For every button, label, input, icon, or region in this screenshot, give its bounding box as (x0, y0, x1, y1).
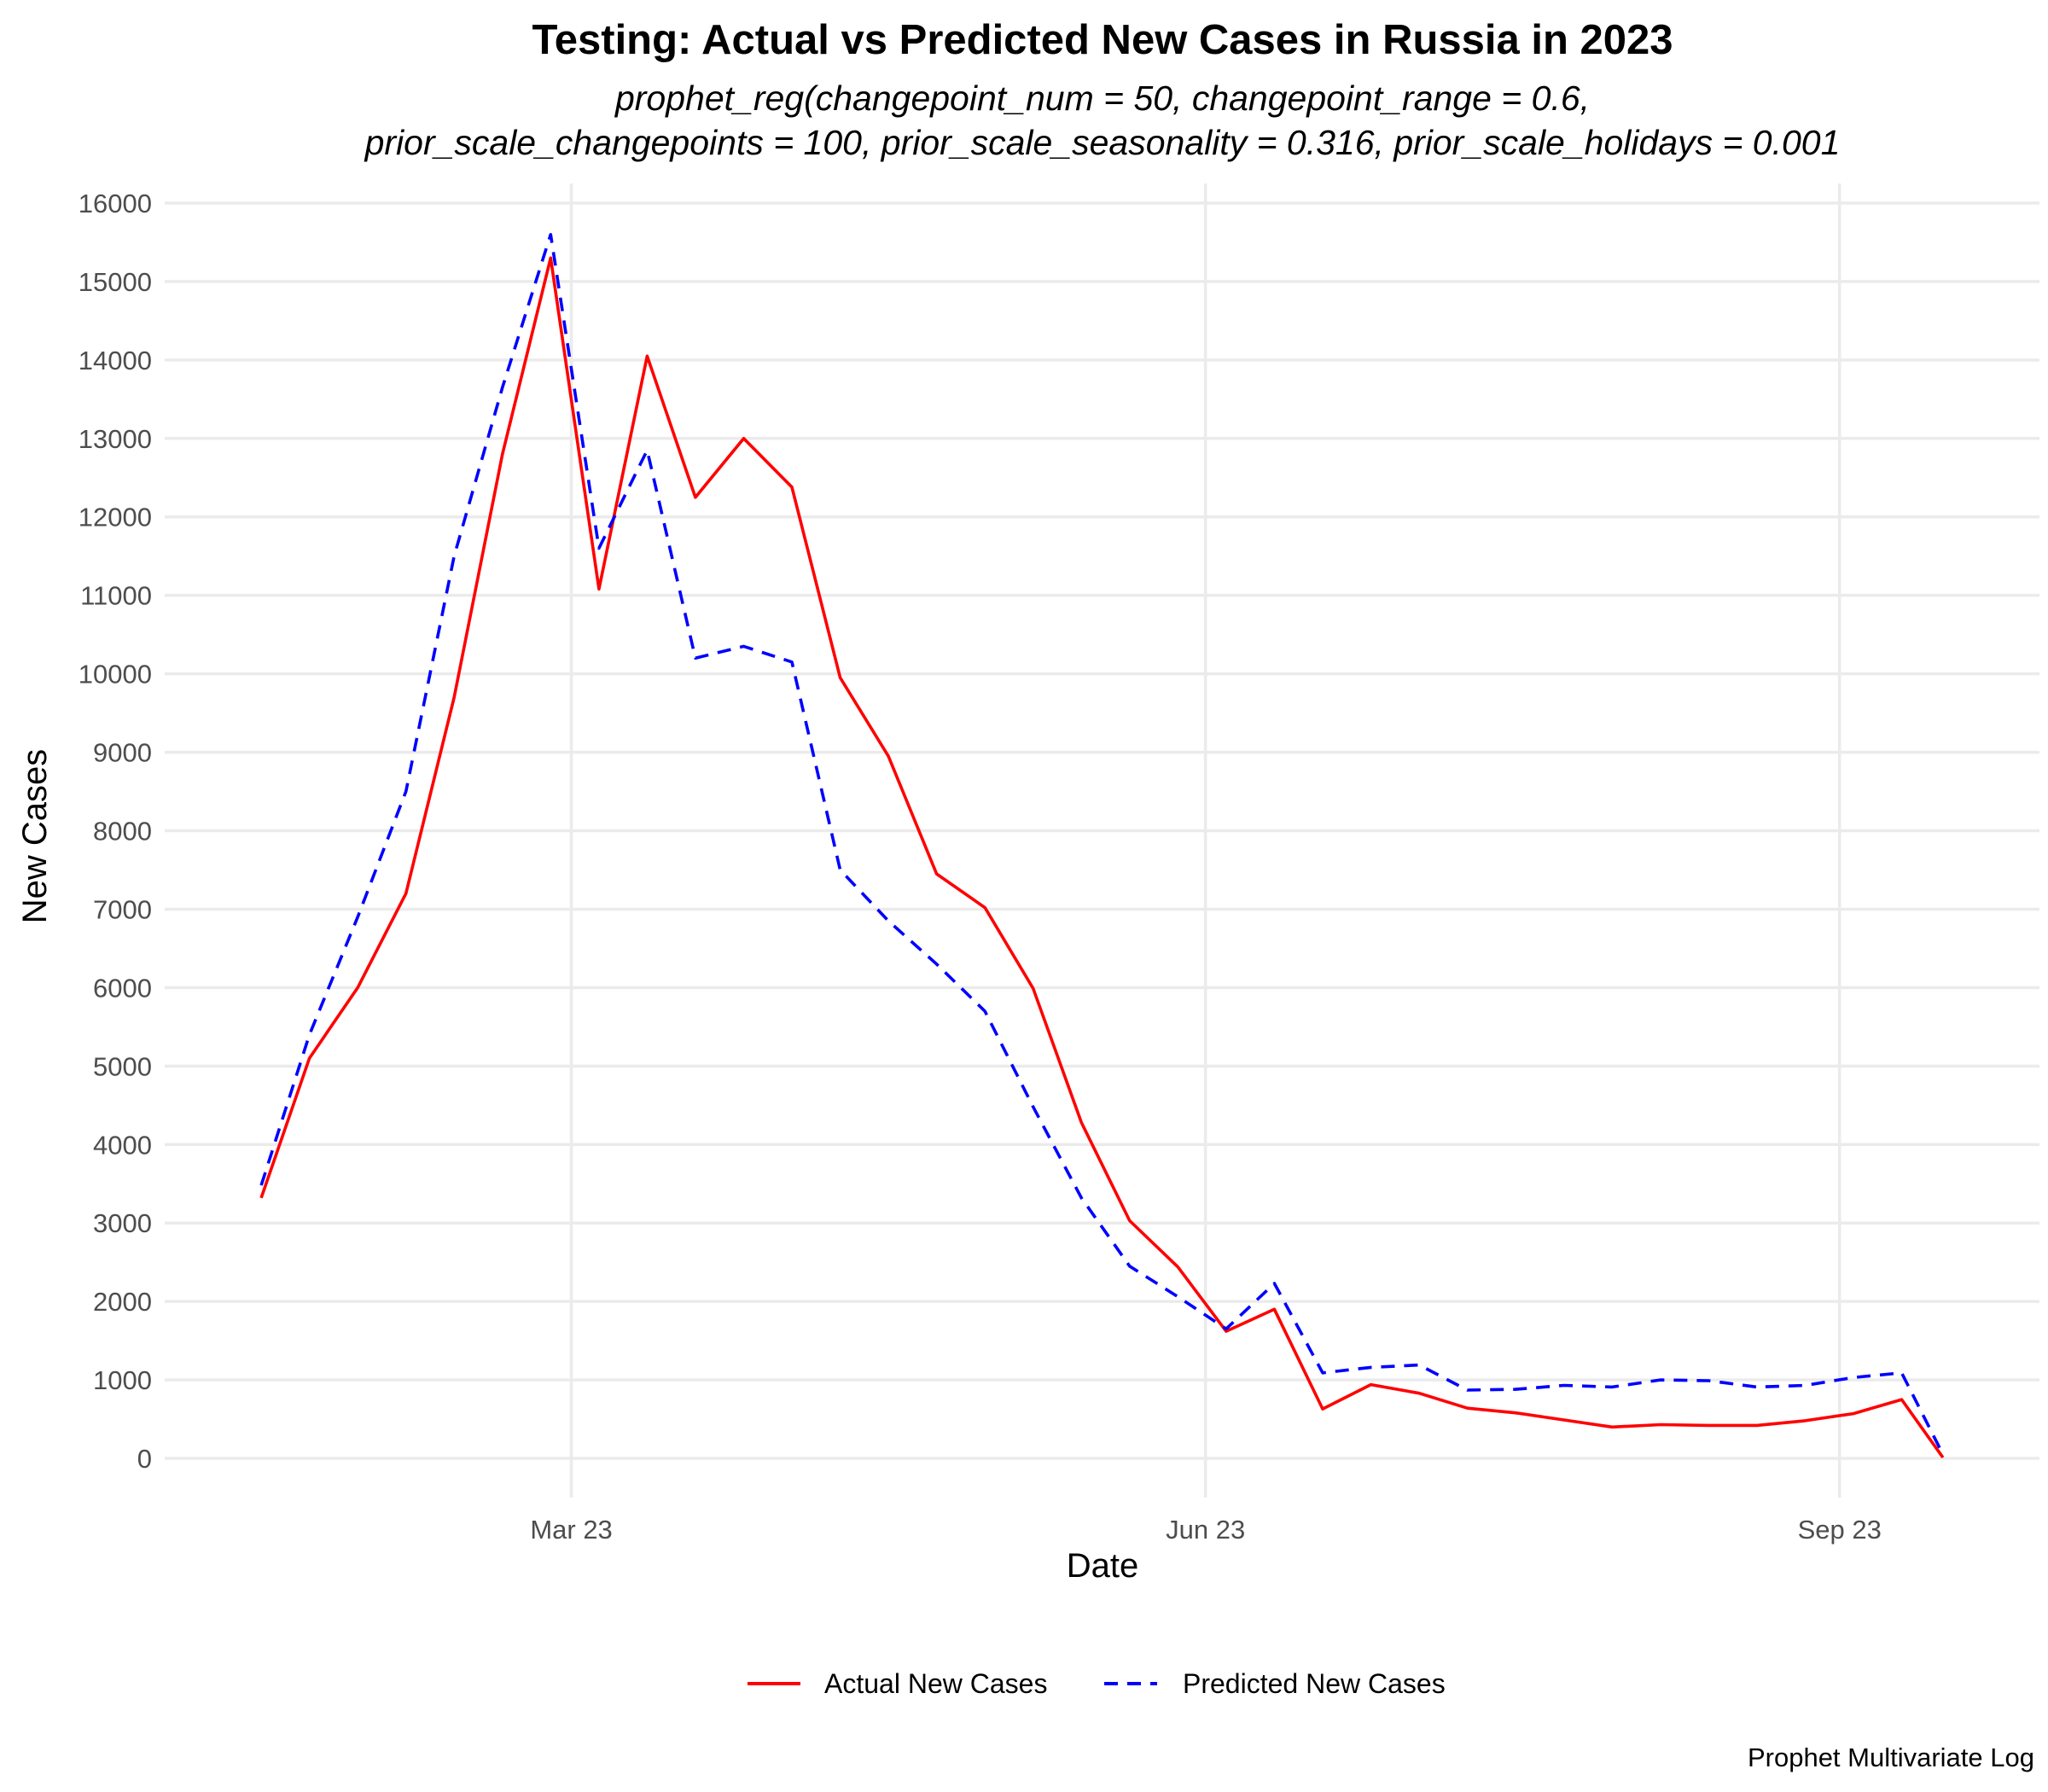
y-axis-title: New Cases (16, 749, 54, 924)
y-tick-label: 12000 (79, 503, 152, 532)
y-tick-label: 13000 (79, 424, 152, 454)
y-axis-ticks: 0 1000 2000 3000 4000 5000 6000 7000 8000 9000 100… (79, 189, 152, 1474)
y-tick-label: 9000 (93, 738, 152, 768)
y-tick-label: 14000 (79, 346, 152, 375)
series-line-actual (259, 256, 1945, 1459)
legend-label-actual: Actual New Cases (824, 1668, 1047, 1699)
legend: Actual New Cases Predicted New Cases (748, 1668, 1446, 1699)
y-tick-label: 1000 (93, 1365, 152, 1395)
chart-caption: Prophet Multivariate Log (1748, 1743, 2034, 1772)
gridlines (165, 183, 2039, 1498)
y-tick-label: 16000 (79, 189, 152, 218)
series-layer (259, 232, 1945, 1459)
y-tick-label: 2000 (93, 1287, 152, 1317)
x-axis-ticks: Mar 23 Jun 23 Sep 23 (530, 1515, 1882, 1545)
legend-label-predicted: Predicted New Cases (1183, 1668, 1446, 1699)
x-tick-label: Sep 23 (1798, 1515, 1882, 1545)
chart-subtitle-line1: prophet_reg(changepoint_num = 50, change… (614, 79, 1590, 118)
y-tick-label: 6000 (93, 973, 152, 1003)
plot-area (165, 183, 2039, 1498)
y-tick-label: 10000 (79, 660, 152, 689)
series-line-predicted (259, 232, 1945, 1456)
y-tick-label: 15000 (79, 267, 152, 297)
y-tick-label: 3000 (93, 1208, 152, 1238)
chart-subtitle-line2: prior_scale_changepoints = 100, prior_sc… (364, 123, 1841, 162)
chart-title: Testing: Actual vs Predicted New Cases i… (532, 17, 1673, 63)
y-tick-label: 11000 (80, 581, 152, 611)
y-tick-label: 8000 (93, 817, 152, 847)
y-tick-label: 7000 (93, 894, 152, 924)
y-tick-label: 0 (137, 1444, 152, 1474)
x-tick-label: Mar 23 (530, 1515, 612, 1545)
y-tick-label: 5000 (93, 1051, 152, 1081)
x-axis-title: Date (1067, 1547, 1139, 1585)
x-tick-label: Jun 23 (1166, 1515, 1245, 1545)
y-tick-label: 4000 (93, 1130, 152, 1160)
